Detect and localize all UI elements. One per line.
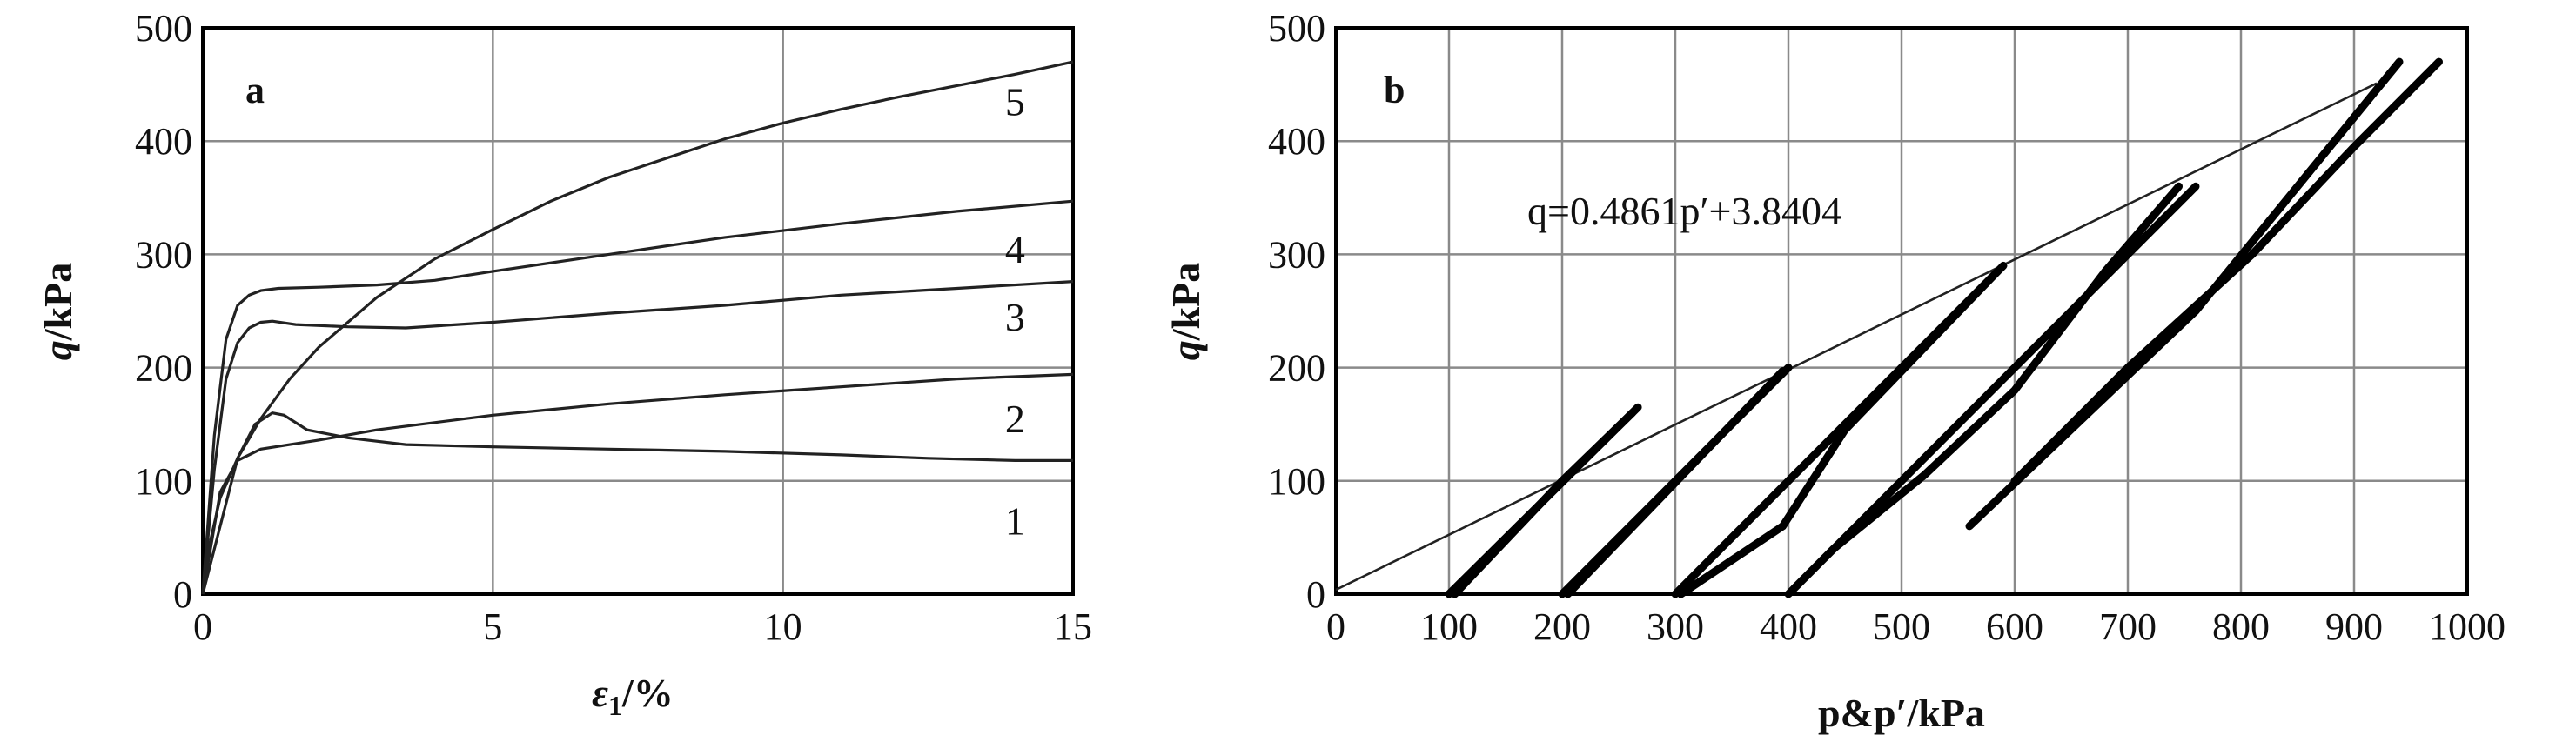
- panel-b-x-tick-label: 700: [2099, 605, 2157, 648]
- panel-a-curve-3: [201, 280, 1074, 595]
- panel-a-y-tick-label: 100: [135, 460, 192, 503]
- panel-a-curve-1: [201, 411, 1073, 595]
- panel-b-x-tick-label: 300: [1647, 605, 1704, 648]
- panel-a-y-tick-label: 200: [135, 347, 192, 390]
- panel-b-grid: [1336, 28, 2467, 594]
- panel-b-y-tick-labels: 0 100 200 300 400 500: [1268, 7, 1325, 616]
- panel-b-x-tick-labels: 0 100 200 300 400 500 600 700 800 900 1000: [1326, 605, 2506, 648]
- panel-b-y-tick-label: 200: [1268, 347, 1325, 390]
- panel-a-x-tick-label: 10: [764, 605, 802, 648]
- panel-b-series: [1335, 57, 2443, 598]
- panel-b-stress-path: [1451, 409, 1637, 598]
- panel-a-curve-label-2: 2: [1005, 397, 1025, 441]
- panel-b-x-tick-label: 800: [2212, 605, 2270, 648]
- panel-b-x-axis-label: p&p′/kPa: [1818, 691, 1985, 735]
- panel-b-stress-path: [1790, 182, 2183, 592]
- panel-a-x-axis-symbol: ε: [592, 671, 608, 715]
- panel-a-x-axis-subscript: 1: [608, 690, 622, 721]
- panel-b-frame: [1334, 26, 2469, 596]
- panel-a-x-tick-label: 15: [1054, 605, 1092, 648]
- panel-b-y-tick-label: 300: [1268, 233, 1325, 276]
- panel-a-curve-label-4: 4: [1005, 227, 1025, 271]
- panel-b-y-tick-label: 100: [1268, 460, 1325, 503]
- panel-a-curve-label-5: 5: [1005, 80, 1025, 124]
- panel-a-curve-label-3: 3: [1005, 295, 1025, 339]
- panel-a-y-tick-label: 500: [135, 7, 192, 50]
- panel-b-x-tick-label: 0: [1326, 605, 1345, 648]
- panel-a-y-tick-labels: 0 100 200 300 400 500: [135, 7, 192, 616]
- panel-a-curve-label-1: 1: [1005, 498, 1025, 543]
- panel-a-curve-5: [201, 60, 1074, 595]
- panel-b-y-tick-label: 0: [1306, 573, 1325, 616]
- panel-b-x-tick-label: 900: [2325, 605, 2383, 648]
- panel-b-x-tick-label: 100: [1420, 605, 1478, 648]
- panel-a-curve-2: [201, 372, 1074, 595]
- panel-a-x-axis-label: ε1/%: [592, 671, 674, 721]
- panel-b-x-tick-label: 400: [1760, 605, 1817, 648]
- panel-a-y-axis-label: q/kPa: [36, 263, 80, 360]
- panel-a-y-axis-symbol: q: [36, 340, 80, 360]
- panel-b-label: b: [1384, 69, 1405, 111]
- panel-a-label: a: [245, 69, 265, 111]
- panel-b-y-axis-unit: /kPa: [1164, 263, 1208, 341]
- panel-b-stress-path: [1677, 267, 2002, 598]
- panel-b-y-tick-label: 500: [1268, 7, 1325, 50]
- panel-b: 0 100 200 300 400 500 600 700 800 900 1000 0 100 200…: [1164, 7, 2506, 735]
- panel-b-x-tick-label: 200: [1533, 605, 1591, 648]
- panel-a-y-tick-label: 300: [135, 233, 192, 276]
- panel-a-x-tick-labels: 0 5 10 15: [193, 605, 1092, 648]
- panel-b-x-tick-label: 500: [1873, 605, 1930, 648]
- panel-a-x-tick-label: 5: [483, 605, 502, 648]
- panel-a-y-tick-label: 0: [173, 573, 192, 616]
- panel-a-series-labels: 1 2 3 4 5: [1005, 80, 1025, 544]
- panel-b-y-axis-label: q/kPa: [1164, 263, 1208, 360]
- panel-a-frame: [201, 26, 1075, 596]
- panel-b-y-tick-label: 400: [1268, 120, 1325, 163]
- panel-a-x-tick-label: 0: [193, 605, 212, 648]
- panel-b-x-tick-label: 1000: [2429, 605, 2506, 648]
- panel-b-stress-path: [2010, 57, 2443, 485]
- panel-a-y-axis-unit: /kPa: [36, 263, 80, 341]
- panel-b-fit-line: [1335, 82, 2378, 592]
- panel-a-y-tick-label: 400: [135, 120, 192, 163]
- panel-b-fit-equation: q=0.4861p′+3.8404: [1527, 189, 1841, 233]
- panel-a-series: [201, 60, 1074, 595]
- panel-a-curve-4: [201, 199, 1074, 595]
- panel-b-stress-path: [1564, 367, 1787, 598]
- panel-b-y-axis-symbol: q: [1164, 340, 1208, 360]
- panel-a-x-axis-unit: /%: [621, 671, 674, 715]
- panel-b-x-tick-label: 600: [1986, 605, 2043, 648]
